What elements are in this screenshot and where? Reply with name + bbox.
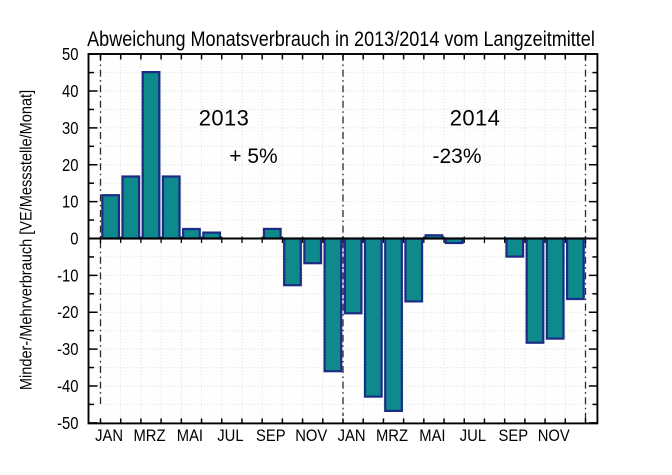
- svg-text:MAI: MAI: [419, 427, 445, 445]
- svg-text:MRZ: MRZ: [376, 427, 408, 445]
- svg-text:-30: -30: [57, 340, 78, 359]
- svg-text:50: 50: [62, 45, 79, 64]
- svg-text:JUL: JUL: [460, 427, 486, 445]
- svg-text:JUL: JUL: [217, 427, 243, 445]
- svg-text:-10: -10: [57, 266, 78, 285]
- svg-text:JAN: JAN: [338, 427, 366, 445]
- svg-text:-40: -40: [57, 377, 78, 396]
- svg-text:30: 30: [62, 119, 79, 138]
- svg-text:MRZ: MRZ: [133, 427, 165, 445]
- svg-text:JAN: JAN: [95, 427, 123, 445]
- svg-text:2013: 2013: [199, 105, 250, 130]
- svg-text:SEP: SEP: [499, 427, 529, 445]
- svg-text:20: 20: [62, 156, 79, 175]
- svg-text:Minder-/Mehrverbrauch [VE/Mess: Minder-/Mehrverbrauch [VE/Messstelle/Mon…: [18, 90, 36, 390]
- svg-text:SEP: SEP: [256, 427, 286, 445]
- svg-text:Abweichung Monatsverbrauch in: Abweichung Monatsverbrauch in 2013/2014 …: [87, 28, 595, 52]
- svg-text:10: 10: [62, 193, 79, 212]
- svg-text:0: 0: [70, 229, 78, 248]
- svg-text:2014: 2014: [450, 105, 501, 130]
- svg-text:MAI: MAI: [177, 427, 203, 445]
- svg-text:-23%: -23%: [432, 145, 481, 168]
- svg-text:NOV: NOV: [295, 427, 327, 445]
- svg-text:40: 40: [62, 82, 79, 101]
- svg-text:-20: -20: [57, 303, 78, 322]
- svg-text:-50: -50: [57, 414, 78, 433]
- svg-text:NOV: NOV: [538, 427, 570, 445]
- svg-text:+ 5%: + 5%: [229, 145, 277, 168]
